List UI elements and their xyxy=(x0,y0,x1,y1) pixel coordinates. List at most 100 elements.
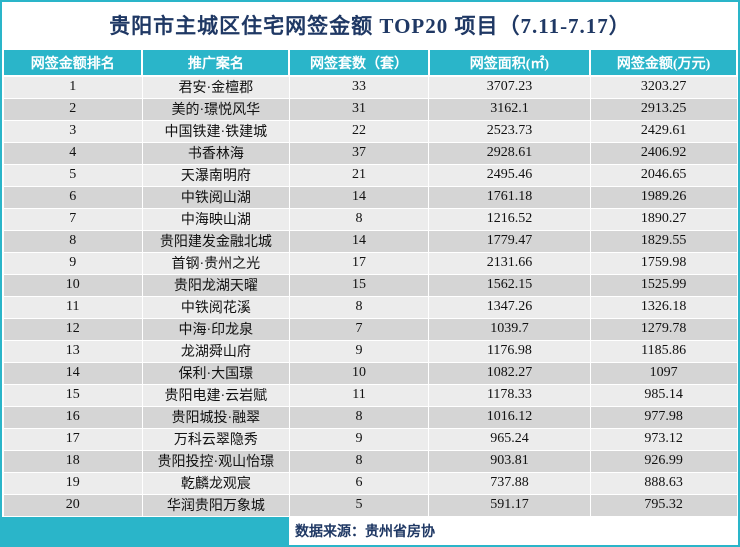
area-cell: 1039.7 xyxy=(428,317,591,341)
project-name-cell: 中海映山湖 xyxy=(141,207,290,231)
amount-cell: 1890.27 xyxy=(589,207,738,231)
units-cell: 8 xyxy=(288,295,430,319)
rank-cell: 18 xyxy=(2,449,143,473)
rank-cell: 7 xyxy=(2,207,143,231)
units-cell: 31 xyxy=(288,97,430,121)
area-cell: 1082.27 xyxy=(428,361,591,385)
table-row: 14 保利·大国璟 10 1082.27 1097 xyxy=(2,361,738,385)
area-cell: 2523.73 xyxy=(428,119,591,143)
rank-cell: 15 xyxy=(2,383,143,407)
table-row: 9 首钢·贵州之光 17 2131.66 1759.98 xyxy=(2,251,738,275)
rank-cell: 11 xyxy=(2,295,143,319)
area-cell: 591.17 xyxy=(428,493,591,517)
units-cell: 9 xyxy=(288,339,430,363)
amount-cell: 1829.55 xyxy=(589,229,738,253)
amount-cell: 2406.92 xyxy=(589,141,738,165)
rank-cell: 12 xyxy=(2,317,143,341)
project-name-cell: 书香林海 xyxy=(141,141,290,165)
amount-cell: 1279.78 xyxy=(589,317,738,341)
table-row: 2 美的·璟悦风华 31 3162.1 2913.25 xyxy=(2,97,738,121)
table-row: 1 君安·金檀郡 33 3707.23 3203.27 xyxy=(2,75,738,99)
header-row: 网签金额排名 推广案名 网签套数（套） 网签面积(㎡) 网签金额(万元) xyxy=(2,48,738,77)
project-name-cell: 中铁阅花溪 xyxy=(141,295,290,319)
project-name-cell: 君安·金檀郡 xyxy=(141,75,290,99)
table-row: 13 龙湖舜山府 9 1176.98 1185.86 xyxy=(2,339,738,363)
units-cell: 8 xyxy=(288,405,430,429)
rank-cell: 17 xyxy=(2,427,143,451)
rank-cell: 2 xyxy=(2,97,143,121)
table-row: 20 华润贵阳万象城 5 591.17 795.32 xyxy=(2,493,738,517)
project-name-cell: 贵阳建发金融北城 xyxy=(141,229,290,253)
amount-cell: 985.14 xyxy=(589,383,738,407)
amount-cell: 1185.86 xyxy=(589,339,738,363)
table-row: 18 贵阳投控·观山怡璟 8 903.81 926.99 xyxy=(2,449,738,473)
units-cell: 9 xyxy=(288,427,430,451)
units-cell: 37 xyxy=(288,141,430,165)
rank-cell: 8 xyxy=(2,229,143,253)
area-cell: 1178.33 xyxy=(428,383,591,407)
rank-cell: 13 xyxy=(2,339,143,363)
units-cell: 15 xyxy=(288,273,430,297)
project-name-cell: 天瀑南明府 xyxy=(141,163,290,187)
project-name-cell: 乾麟龙观宸 xyxy=(141,471,290,495)
amount-cell: 973.12 xyxy=(589,427,738,451)
units-cell: 6 xyxy=(288,471,430,495)
area-cell: 1016.12 xyxy=(428,405,591,429)
units-cell: 33 xyxy=(288,75,430,99)
table-row: 6 中铁阅山湖 14 1761.18 1989.26 xyxy=(2,185,738,209)
amount-cell: 1326.18 xyxy=(589,295,738,319)
project-name-cell: 贵阳投控·观山怡璟 xyxy=(141,449,290,473)
table-row: 11 中铁阅花溪 8 1347.26 1326.18 xyxy=(2,295,738,319)
project-name-cell: 万科云翠隐秀 xyxy=(141,427,290,451)
project-name-cell: 首钢·贵州之光 xyxy=(141,251,290,275)
area-cell: 3162.1 xyxy=(428,97,591,121)
area-cell: 1779.47 xyxy=(428,229,591,253)
area-cell: 2131.66 xyxy=(428,251,591,275)
rank-cell: 3 xyxy=(2,119,143,143)
rank-cell: 1 xyxy=(2,75,143,99)
area-cell: 965.24 xyxy=(428,427,591,451)
rank-cell: 5 xyxy=(2,163,143,187)
area-cell: 2495.46 xyxy=(428,163,591,187)
amount-cell: 2913.25 xyxy=(589,97,738,121)
area-cell: 903.81 xyxy=(428,449,591,473)
rank-cell: 10 xyxy=(2,273,143,297)
table-row: 15 贵阳电建·云岩赋 11 1178.33 985.14 xyxy=(2,383,738,407)
project-name-cell: 华润贵阳万象城 xyxy=(141,493,290,517)
area-cell: 2928.61 xyxy=(428,141,591,165)
title-bar: 贵阳市主城区住宅网签金额 TOP20 项目（7.11-7.17） xyxy=(2,2,738,48)
rank-cell: 19 xyxy=(2,471,143,495)
amount-cell: 888.63 xyxy=(589,471,738,495)
project-name-cell: 贵阳城投·融翠 xyxy=(141,405,290,429)
units-cell: 14 xyxy=(288,229,430,253)
area-cell: 3707.23 xyxy=(428,75,591,99)
amount-cell: 1525.99 xyxy=(589,273,738,297)
area-cell: 1761.18 xyxy=(428,185,591,209)
amount-cell: 926.99 xyxy=(589,449,738,473)
area-cell: 1176.98 xyxy=(428,339,591,363)
project-name-cell: 中铁阅山湖 xyxy=(141,185,290,209)
units-cell: 14 xyxy=(288,185,430,209)
header-amount: 网签金额(万元) xyxy=(589,48,738,77)
amount-cell: 1759.98 xyxy=(589,251,738,275)
header-rank: 网签金额排名 xyxy=(2,48,144,77)
amount-cell: 3203.27 xyxy=(589,75,738,99)
table-body: 1 君安·金檀郡 33 3707.23 3203.27 2 美的·璟悦风华 31 3162.1 2… xyxy=(2,75,738,517)
project-name-cell: 贵阳电建·云岩赋 xyxy=(141,383,290,407)
units-cell: 8 xyxy=(288,449,430,473)
footer-accent-strip xyxy=(2,516,290,545)
table-row: 3 中国铁建·铁建城 22 2523.73 2429.61 xyxy=(2,119,738,143)
area-cell: 1562.15 xyxy=(428,273,591,297)
amount-cell: 2429.61 xyxy=(589,119,738,143)
table-row: 10 贵阳龙湖天曜 15 1562.15 1525.99 xyxy=(2,273,738,297)
rank-cell: 20 xyxy=(2,493,143,517)
table-header: 网签金额排名 推广案名 网签套数（套） 网签面积(㎡) 网签金额(万元) xyxy=(2,48,738,77)
units-cell: 8 xyxy=(288,207,430,231)
units-cell: 10 xyxy=(288,361,430,385)
header-name: 推广案名 xyxy=(141,48,291,77)
rank-cell: 16 xyxy=(2,405,143,429)
project-name-cell: 美的·璟悦风华 xyxy=(141,97,290,121)
rank-cell: 9 xyxy=(2,251,143,275)
project-name-cell: 中国铁建·铁建城 xyxy=(141,119,290,143)
